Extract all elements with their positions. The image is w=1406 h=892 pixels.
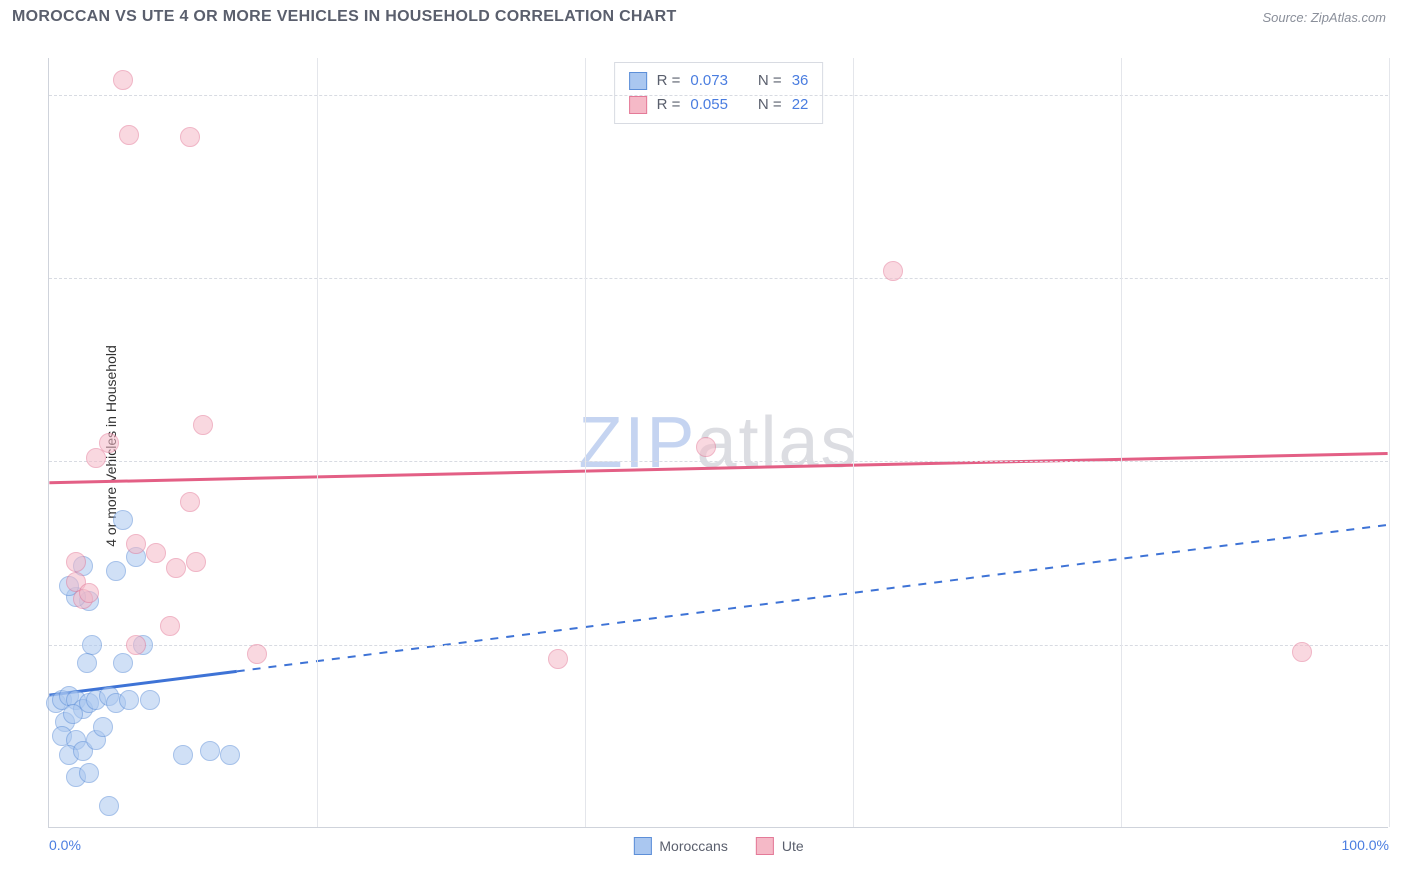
data-point [173, 745, 193, 765]
legend-item: Moroccans [633, 837, 727, 855]
stat-n-label: N = [758, 93, 782, 117]
gridline-v [853, 58, 854, 827]
data-point [93, 717, 113, 737]
x-tick-label: 0.0% [49, 837, 81, 853]
data-point [113, 510, 133, 530]
gridline-v [585, 58, 586, 827]
stat-n-value: 22 [792, 93, 809, 117]
watermark: ZIPatlas [578, 402, 858, 484]
stat-r-label: R = [657, 69, 681, 93]
data-point [696, 437, 716, 457]
gridline-h [49, 95, 1388, 96]
gridline-v [1121, 58, 1122, 827]
watermark-part2: atlas [696, 403, 858, 483]
data-point [166, 558, 186, 578]
scatter-chart: ZIPatlas R =0.073N =36R =0.055N =22 Moro… [48, 58, 1388, 828]
legend-swatch [629, 96, 647, 114]
gridline-h [49, 278, 1388, 279]
data-point [548, 649, 568, 669]
data-point [126, 534, 146, 554]
data-point [113, 70, 133, 90]
gridline-v [1389, 58, 1390, 827]
data-point [66, 552, 86, 572]
data-point [113, 653, 133, 673]
data-point [119, 125, 139, 145]
data-point [86, 448, 106, 468]
data-point [126, 635, 146, 655]
gridline-v [317, 58, 318, 827]
series-legend: Moroccans Ute [633, 837, 803, 855]
data-point [1292, 642, 1312, 662]
data-point [160, 616, 180, 636]
data-point [77, 653, 97, 673]
stat-n-value: 36 [792, 69, 809, 93]
data-point [79, 763, 99, 783]
x-tick-label: 100.0% [1342, 837, 1389, 853]
legend-label: Moroccans [659, 838, 727, 854]
stat-r-label: R = [657, 93, 681, 117]
legend-swatch [629, 72, 647, 90]
legend-item: Ute [756, 837, 804, 855]
data-point [200, 741, 220, 761]
legend-swatch [756, 837, 774, 855]
data-point [247, 644, 267, 664]
legend-label: Ute [782, 838, 804, 854]
data-point [186, 552, 206, 572]
watermark-part1: ZIP [578, 403, 696, 483]
stat-r-value: 0.073 [690, 69, 728, 93]
data-point [146, 543, 166, 563]
data-point [180, 127, 200, 147]
stat-legend-row: R = 0.073 N = 36 [629, 69, 809, 93]
data-point [883, 261, 903, 281]
stat-r-value: 0.055 [690, 93, 728, 117]
data-point [82, 635, 102, 655]
data-point [63, 704, 83, 724]
stat-legend-row: R = 0.055 N = 22 [629, 93, 809, 117]
data-point [140, 690, 160, 710]
data-point [220, 745, 240, 765]
data-point [79, 583, 99, 603]
stat-n-label: N = [758, 69, 782, 93]
legend-swatch [633, 837, 651, 855]
data-point [99, 796, 119, 816]
gridline-h [49, 461, 1388, 462]
data-point [119, 690, 139, 710]
source-label: Source: ZipAtlas.com [1262, 10, 1386, 25]
data-point [193, 415, 213, 435]
data-point [180, 492, 200, 512]
data-point [106, 561, 126, 581]
chart-title: MOROCCAN VS UTE 4 OR MORE VEHICLES IN HO… [12, 8, 677, 26]
stat-legend: R = 0.073 N = 36 R = 0.055 N = 22 [614, 62, 824, 124]
